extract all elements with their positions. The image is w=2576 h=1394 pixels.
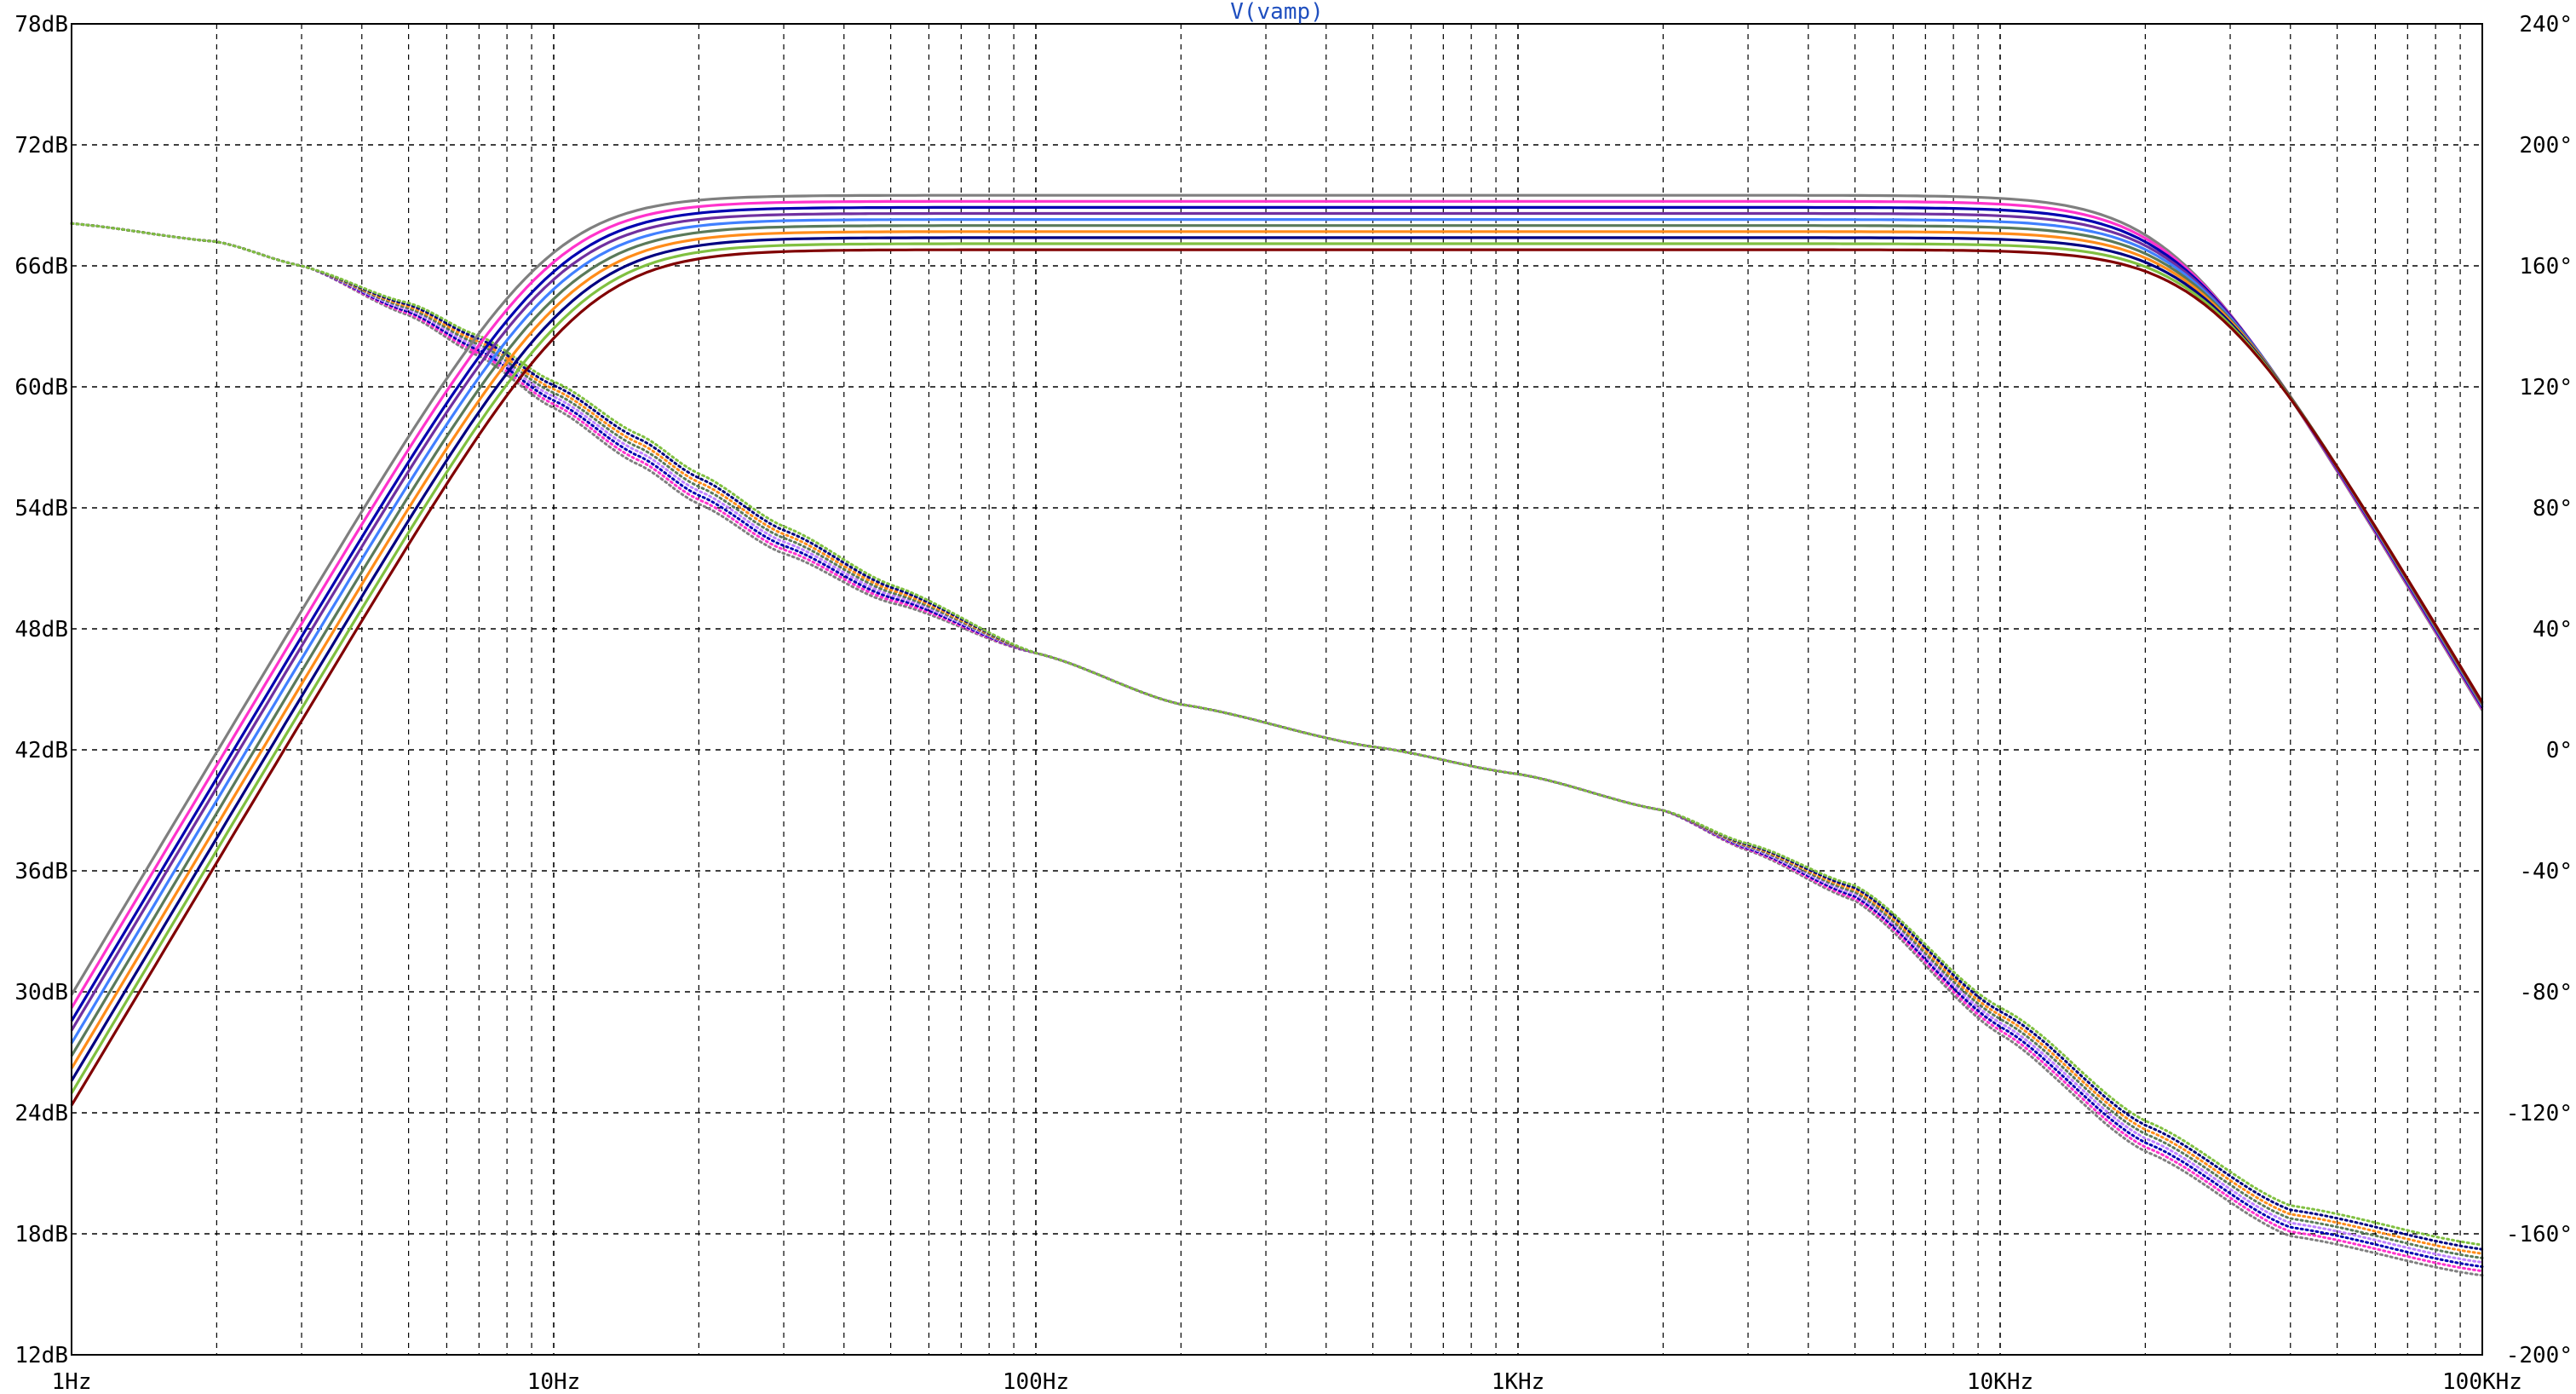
tick-labels: 1Hz 10Hz 100Hz 1KHz 10KHz 100KHz 12dB 18dB 24dB 3…	[14, 12, 2573, 1394]
y-right-tick-label: -120°	[2506, 1101, 2573, 1126]
y-left-tick-label: 42dB	[14, 738, 68, 763]
magnitude-traces	[70, 193, 2484, 1107]
y-left-tick-label: 30dB	[14, 980, 68, 1005]
x-tick-label: 100KHz	[2442, 1369, 2522, 1394]
phase-trace	[70, 222, 2484, 1247]
magnitude-trace	[70, 224, 2484, 1057]
y-left-tick-label: 60dB	[14, 375, 68, 400]
y-right-tick-label: -40°	[2519, 859, 2573, 884]
plot-frame	[71, 23, 2483, 1356]
y-right-tick-label: 40°	[2533, 617, 2573, 642]
trace-title[interactable]: V(vamp)	[1230, 0, 1324, 25]
y-left-tick-label: 54dB	[14, 496, 68, 521]
x-tick-label: 10KHz	[1967, 1369, 2033, 1394]
x-tick-label: 10Hz	[527, 1369, 581, 1394]
y-right-tick-label: 80°	[2533, 496, 2573, 521]
y-left-tick-label: 12dB	[14, 1343, 68, 1368]
phase-traces	[70, 222, 2484, 1277]
magnitude-trace	[70, 230, 2484, 1069]
y-right-tick-label: 120°	[2519, 375, 2573, 400]
y-right-tick-label: -160°	[2506, 1222, 2573, 1247]
magnitude-trace	[70, 236, 2484, 1082]
x-tick-label: 1Hz	[52, 1369, 92, 1394]
y-left-tick-label: 72dB	[14, 133, 68, 158]
y-right-tick-label: 160°	[2519, 254, 2573, 279]
x-tick-label: 100Hz	[1003, 1369, 1069, 1394]
y-right-tick-label: 200°	[2519, 133, 2573, 158]
x-tick-label: 1KHz	[1492, 1369, 1545, 1394]
magnitude-trace	[70, 193, 2484, 996]
magnitude-trace	[70, 242, 2484, 1094]
y-left-tick-label: 18dB	[14, 1222, 68, 1247]
phase-trace	[70, 222, 2484, 1269]
magnitude-trace	[70, 199, 2484, 1009]
magnitude-trace	[70, 218, 2484, 1045]
y-right-tick-label: -200°	[2506, 1343, 2573, 1368]
y-left-tick-label: 78dB	[14, 12, 68, 37]
magnitude-trace	[70, 211, 2484, 1032]
y-left-tick-label: 36dB	[14, 859, 68, 884]
magnitude-trace	[70, 205, 2484, 1022]
y-left-tick-label: 48dB	[14, 617, 68, 642]
y-left-tick-label: 66dB	[14, 254, 68, 279]
y-left-tick-label: 24dB	[14, 1101, 68, 1126]
magnitude-trace	[70, 248, 2484, 1107]
y-right-tick-label: 240°	[2519, 12, 2573, 37]
y-right-tick-label: -80°	[2519, 980, 2573, 1005]
y-right-tick-label: 0°	[2546, 738, 2573, 763]
